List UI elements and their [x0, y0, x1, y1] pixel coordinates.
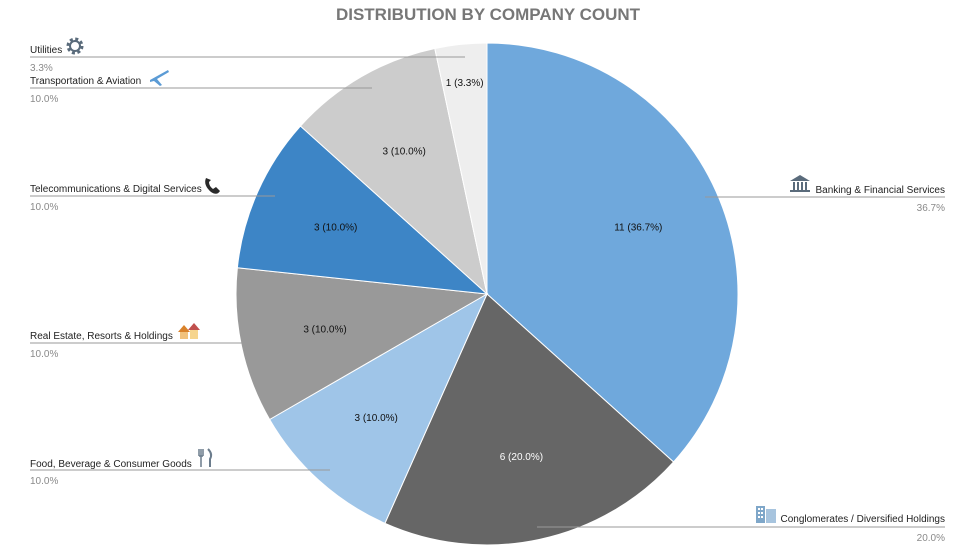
slice-value-label: 3 (10.0%) [355, 413, 398, 424]
airplane-icon [150, 70, 169, 86]
category-label: Telecommunications & Digital Services [30, 184, 202, 195]
houses-icon [178, 323, 200, 339]
category-label: Conglomerates / Diversified Holdings [780, 514, 945, 525]
category-percent: 10.0% [30, 349, 58, 360]
chart-title: DISTRIBUTION BY COMPANY COUNT [336, 5, 641, 24]
fork-knife-icon [198, 448, 213, 467]
pie-slice-realestate [235, 267, 489, 421]
category-label: Food, Beverage & Consumer Goods [30, 459, 192, 470]
category-percent: 10.0% [30, 476, 58, 487]
bank-icon [790, 175, 810, 192]
callout-transport: Transportation & Aviation 10.0% [30, 70, 372, 105]
slice-value-label: 3 (10.0%) [383, 147, 426, 158]
callouts: Banking & Financial Services 36.7% Conglom… [30, 37, 945, 544]
office-buildings-icon [756, 506, 776, 523]
slice-value-label: 3 (10.0%) [303, 324, 346, 335]
category-label: Transportation & Aviation [30, 76, 141, 87]
slice-value-label: 6 (20.0%) [500, 452, 543, 463]
category-label: Utilities [30, 45, 62, 56]
callout-conglomerates: Conglomerates / Diversified Holdings 20.0… [537, 506, 945, 544]
category-label: Banking & Financial Services [815, 185, 945, 196]
pie-slice-food [268, 292, 489, 524]
category-percent: 36.7% [917, 203, 945, 214]
category-label: Real Estate, Resorts & Holdings [30, 331, 173, 342]
callout-food: Food, Beverage & Consumer Goods 10.0% [30, 448, 330, 487]
pie-slice-utilities [434, 42, 488, 295]
slice-labels: 11 (36.7%) 6 (20.0%) 3 (10.0%) 3 (10.0%) 3 (… [303, 78, 662, 463]
phone-icon [205, 178, 220, 194]
pie-slice-telecom [236, 125, 489, 295]
pie-slice-transport [299, 47, 488, 296]
category-percent: 3.3% [30, 63, 53, 74]
callout-telecom: Telecommunications & Digital Services 10.… [30, 178, 275, 213]
category-percent: 10.0% [30, 94, 58, 105]
pie-slice-conglomerates [384, 293, 675, 546]
callout-banking: Banking & Financial Services 36.7% [705, 175, 945, 214]
slice-value-label: 11 (36.7%) [614, 223, 662, 234]
category-percent: 20.0% [917, 533, 945, 544]
category-percent: 10.0% [30, 202, 58, 213]
pie-slice-banking [486, 42, 739, 463]
slice-value-label: 3 (10.0%) [314, 223, 357, 234]
slice-value-label: 1 (3.3%) [446, 78, 484, 89]
callout-realestate: Real Estate, Resorts & Holdings 10.0% [30, 323, 250, 360]
callout-utilities: Utilities 3.3% [30, 37, 465, 74]
pie-slices [235, 42, 739, 546]
gear-icon [66, 37, 84, 55]
